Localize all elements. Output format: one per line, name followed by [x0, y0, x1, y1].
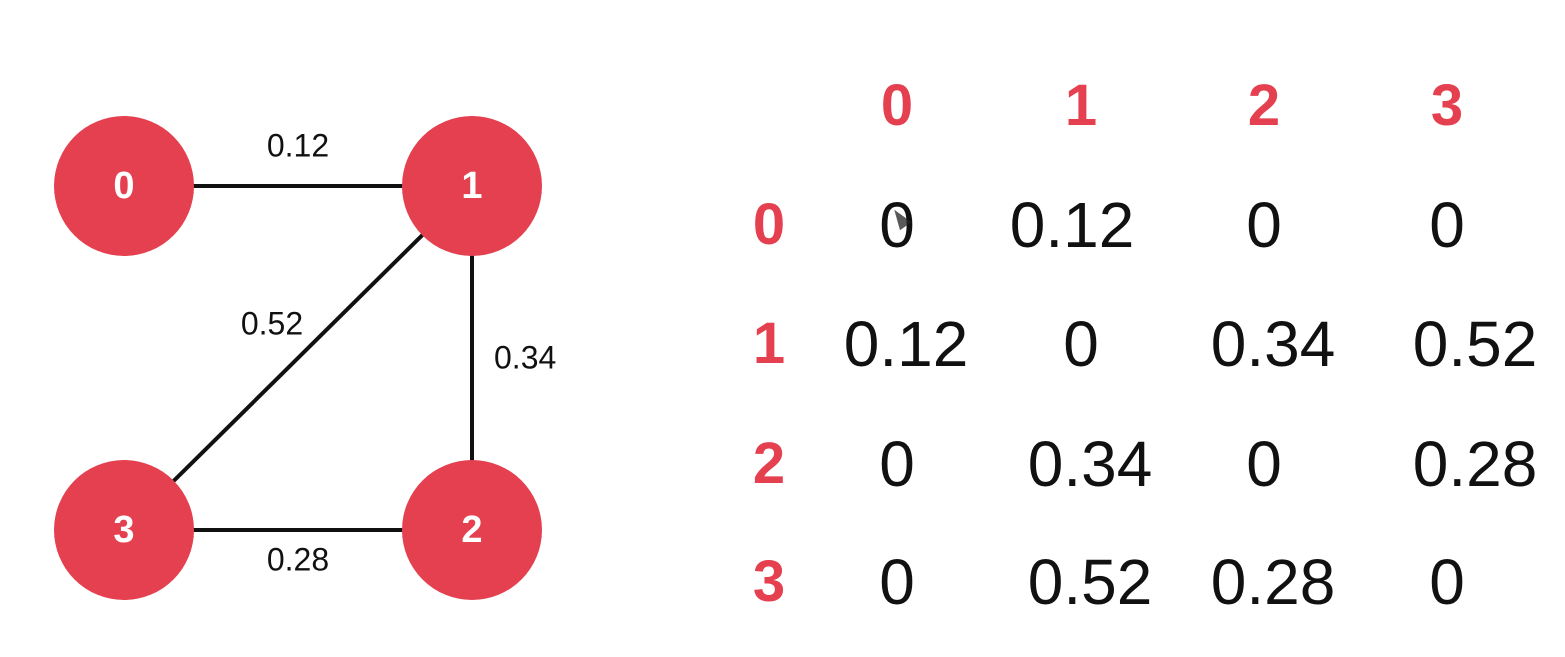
- matrix-row-header-1: 1: [752, 311, 786, 376]
- matrix-cell: 0: [1429, 189, 1465, 261]
- matrix-cell: 0: [1246, 189, 1282, 261]
- matrix-cell: 0: [879, 428, 915, 500]
- matrix-cell: 0.28: [1412, 428, 1538, 500]
- matrix-cell: 0.34: [1027, 428, 1153, 500]
- matrix-col-header-2: 2: [1247, 73, 1281, 138]
- weighted-graph: 0.12 0.52 0.34 0.28 0 1 2 3: [54, 116, 556, 600]
- matrix-col-header-1: 1: [1064, 73, 1098, 138]
- graph-node-label: 2: [461, 509, 482, 551]
- graph-node-label: 3: [113, 509, 134, 551]
- matrix-cell: 0: [1246, 428, 1282, 500]
- matrix-col-header-0: 0: [880, 73, 914, 138]
- graph-node-0: [54, 116, 194, 256]
- matrix-cell: 0.34: [1210, 308, 1336, 380]
- graph-node-1: [402, 116, 542, 256]
- matrix-row-header-0: 0: [752, 192, 786, 257]
- graph-node-3: [54, 460, 194, 600]
- matrix-cell: 0: [879, 189, 915, 261]
- matrix-col-header-3: 3: [1430, 73, 1464, 138]
- edge-weight-label: 0.12: [267, 127, 329, 163]
- edge-weight-label: 0.52: [241, 305, 303, 341]
- edge-1-3: [122, 184, 474, 532]
- matrix-row-header-2: 2: [752, 431, 786, 496]
- matrix-cell: 0.28: [1210, 546, 1336, 618]
- graph-node-label: 0: [113, 165, 134, 207]
- matrix-cell: 0: [1063, 308, 1099, 380]
- matrix-cell: 0.52: [1412, 308, 1538, 380]
- matrix-cell: 0.52: [1027, 546, 1153, 618]
- matrix-row-header-3: 3: [752, 549, 786, 614]
- edge-weight-label: 0.28: [267, 541, 329, 577]
- matrix-cell: 0.12: [843, 308, 969, 380]
- matrix-cell: 0: [1429, 546, 1465, 618]
- graph-node-2: [402, 460, 542, 600]
- matrix-cell: 0: [879, 546, 915, 618]
- graph-node-label: 1: [461, 165, 482, 207]
- matrix-cell: 0.12: [1009, 189, 1135, 261]
- edge-weight-label: 0.34: [494, 339, 556, 375]
